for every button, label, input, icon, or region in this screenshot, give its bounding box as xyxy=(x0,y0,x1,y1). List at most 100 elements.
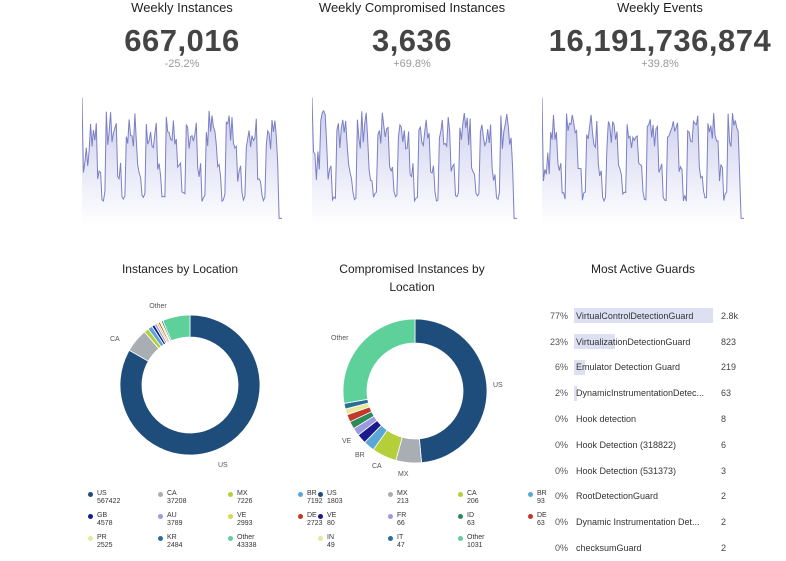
legend-code: BR xyxy=(537,490,547,497)
legend-item-ca[interactable]: CA 37208 xyxy=(158,490,228,506)
legend-item-ve[interactable]: VE 2993 xyxy=(228,512,298,528)
legend-count: 2525 xyxy=(97,542,113,549)
legend-swatch xyxy=(228,514,233,519)
guard-row[interactable]: 0% Hook detection 8 xyxy=(540,406,780,432)
guard-percent: 77% xyxy=(549,310,568,321)
kpi-change: +39.8% xyxy=(641,58,679,70)
guard-name: VirtualizationDetectionGuard xyxy=(576,336,691,347)
legend-item-gb[interactable]: GB 4578 xyxy=(88,512,158,528)
legend-item-br[interactable]: BR 7192 xyxy=(298,490,368,506)
legend-item-us[interactable]: US 567422 xyxy=(88,490,158,506)
guard-name: Dynamic Instrumentation Det... xyxy=(576,517,700,528)
legend-swatch xyxy=(88,536,93,541)
legend-item-pr[interactable]: PR 2525 xyxy=(88,534,158,550)
guard-row[interactable]: 0% Hook Detection (531373) 3 xyxy=(540,458,780,484)
legend-code: KR xyxy=(167,534,177,541)
legend-item-other[interactable]: Other 1031 xyxy=(458,534,528,550)
guard-percent: 6% xyxy=(554,362,568,373)
legend-code: US xyxy=(327,490,337,497)
guard-bar-fill xyxy=(574,385,577,401)
kpi-value: 667,016 xyxy=(124,23,240,58)
guard-bar-fill xyxy=(574,359,586,375)
legend-code: DE xyxy=(307,512,317,519)
legend-swatch xyxy=(158,492,163,497)
legend-count: 2723 xyxy=(307,520,323,527)
legend-count: 63 xyxy=(467,520,475,527)
compromised-sparkline xyxy=(312,97,517,225)
guard-percent: 0% xyxy=(554,517,568,528)
legend-item-us[interactable]: US 1803 xyxy=(318,490,388,506)
legend-item-mx[interactable]: MX 213 xyxy=(388,490,458,506)
legend-swatch xyxy=(528,492,533,497)
legend-swatch xyxy=(88,514,93,519)
legend-item-in[interactable]: IN 49 xyxy=(318,534,388,550)
sparkline-line xyxy=(542,97,744,219)
legend-count: 2484 xyxy=(167,542,183,549)
legend-swatch xyxy=(388,514,393,519)
legend-count: 213 xyxy=(397,498,409,505)
legend-item-de[interactable]: DE 63 xyxy=(528,512,598,528)
legend-item-other[interactable]: Other 43338 xyxy=(228,534,298,550)
legend-item-ve[interactable]: VE 80 xyxy=(318,512,388,528)
donut-label-us: US xyxy=(218,462,228,469)
legend-item-fr[interactable]: FR 66 xyxy=(388,512,458,528)
guard-count: 823 xyxy=(721,336,737,347)
guard-row[interactable]: 0% RootDetectionGuard 2 xyxy=(540,484,780,510)
guard-count: 2 xyxy=(721,491,727,502)
legend-swatch xyxy=(228,536,233,541)
sparkline-area xyxy=(542,97,744,225)
guard-bar: RootDetectionGuard xyxy=(574,489,716,504)
guard-bar: Hook Detection (531373) xyxy=(574,463,716,478)
guard-bar: Emulator Detection Guard xyxy=(574,359,716,375)
guard-bar: Hook Detection (318822) xyxy=(574,437,716,452)
legend-code: IN xyxy=(327,534,334,541)
guard-row[interactable]: 6% Emulator Detection Guard 219 xyxy=(540,355,780,381)
legend-item-de[interactable]: DE 2723 xyxy=(298,512,368,528)
donut-slice-other xyxy=(162,314,191,342)
sparkline-area xyxy=(82,97,282,225)
guard-row[interactable]: 2% DynamicInstrumentationDetec... 63 xyxy=(540,380,780,406)
guard-bar: Dynamic Instrumentation Det... xyxy=(574,515,716,530)
legend-code: AU xyxy=(167,512,177,519)
guard-count: 8 xyxy=(721,414,727,425)
kpi-change: +69.8% xyxy=(393,58,431,70)
legend-count: 93 xyxy=(537,498,545,505)
guard-bar: VirtualControlDetectionGuard xyxy=(574,308,716,324)
legend-count: 7226 xyxy=(237,498,253,505)
legend-count: 63 xyxy=(537,520,545,527)
guard-bar: VirtualizationDetectionGuard xyxy=(574,334,716,350)
legend-count: 206 xyxy=(467,498,479,505)
legend-count: 2993 xyxy=(237,520,253,527)
guard-percent: 0% xyxy=(554,543,568,554)
kpi-title: Weekly Events xyxy=(617,0,703,15)
guard-name: checksumGuard xyxy=(576,543,642,554)
legend-item-au[interactable]: AU 3789 xyxy=(158,512,228,528)
legend-item-kr[interactable]: KR 2484 xyxy=(158,534,228,550)
events-sparkline xyxy=(542,97,744,225)
legend-swatch xyxy=(458,536,463,541)
kpi-weekly-compromised-instances: Weekly Compromised Instances 3,636 +69.8… xyxy=(287,0,537,70)
legend-item-it[interactable]: IT 47 xyxy=(388,534,458,550)
guard-row[interactable]: 0% checksumGuard 2 xyxy=(540,535,780,561)
legend-item-mx[interactable]: MX 7226 xyxy=(228,490,298,506)
legend-swatch xyxy=(318,514,323,519)
guard-row[interactable]: 23% VirtualizationDetectionGuard 823 xyxy=(540,329,780,355)
guard-bar-fill xyxy=(574,334,616,350)
legend-code: GB xyxy=(97,512,108,519)
legend-item-id[interactable]: ID 63 xyxy=(458,512,528,528)
most-active-guards-title: Most Active Guards xyxy=(590,262,696,276)
legend-swatch xyxy=(318,492,323,497)
guard-row[interactable]: 0% Dynamic Instrumentation Det... 2 xyxy=(540,509,780,535)
legend-item-ca[interactable]: CA 206 xyxy=(458,490,528,506)
legend-swatch xyxy=(528,514,533,519)
legend-code: IT xyxy=(397,534,404,541)
legend-code: FR xyxy=(397,512,407,519)
guard-row[interactable]: 0% Hook Detection (318822) 6 xyxy=(540,432,780,458)
guard-percent: 0% xyxy=(554,465,568,476)
guard-row[interactable]: 77% VirtualControlDetectionGuard 2.8k xyxy=(540,303,780,329)
donut-label-mx: MX xyxy=(398,471,409,478)
legend-item-br[interactable]: BR 93 xyxy=(528,490,598,506)
donut-slice-us xyxy=(414,318,488,464)
legend-code: CA xyxy=(167,490,177,497)
legend-swatch xyxy=(458,492,463,497)
